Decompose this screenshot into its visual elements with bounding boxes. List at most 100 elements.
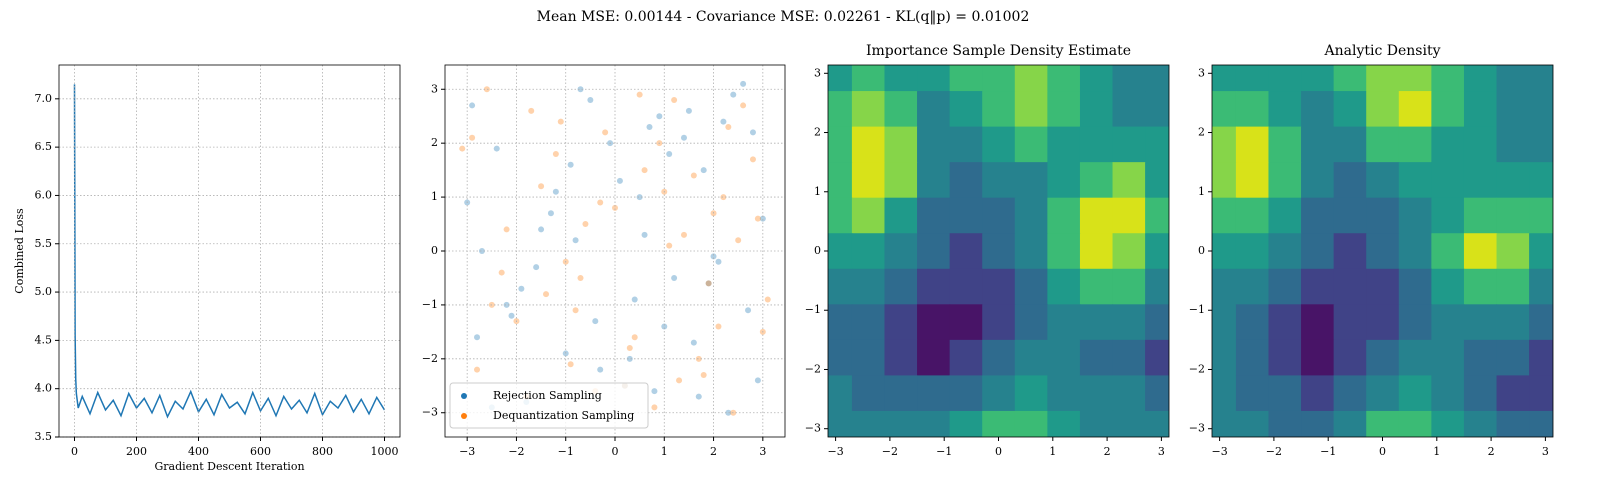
density-cell <box>1212 268 1237 305</box>
axes-title: Analytic Density <box>1324 43 1441 59</box>
density-cell <box>1366 65 1400 92</box>
sample-point <box>572 307 579 314</box>
axes-frame <box>827 64 1170 438</box>
x-tick-label: 600 <box>250 445 271 458</box>
density-cell <box>982 304 1016 341</box>
density-cell <box>1398 375 1432 412</box>
y-tick-label: −1 <box>1189 303 1205 316</box>
density-cell <box>1333 197 1367 234</box>
density-cell <box>1145 197 1169 234</box>
density-cell <box>917 268 951 305</box>
density-cell <box>884 91 918 128</box>
sample-point <box>616 177 623 184</box>
sample-point <box>552 150 559 157</box>
sample-point <box>636 91 643 98</box>
density-cell <box>1079 268 1114 305</box>
sample-point <box>577 86 584 93</box>
density-cell <box>982 339 1016 376</box>
density-cell <box>1268 91 1302 128</box>
axes-frame <box>58 64 401 438</box>
sample-point <box>661 323 668 330</box>
density-cell <box>1431 197 1465 234</box>
density-cell <box>1014 162 1048 199</box>
density-cell <box>1145 375 1169 412</box>
density-cell <box>1014 304 1048 341</box>
density-cell <box>1047 304 1081 341</box>
density-cell <box>828 339 853 376</box>
plot-area <box>828 65 1169 437</box>
density-cell <box>1366 268 1400 305</box>
y-tick-label: −2 <box>422 352 438 365</box>
x-tick-label: 0 <box>1379 445 1386 458</box>
density-cell <box>1529 91 1553 128</box>
density-cell <box>917 304 951 341</box>
density-cell <box>828 304 853 341</box>
density-cell <box>982 375 1016 412</box>
x-tick-label: 1 <box>1049 445 1056 458</box>
density-cell <box>1235 339 1270 376</box>
density-cell <box>1301 65 1335 92</box>
density-cell <box>1235 162 1270 199</box>
density-cell <box>1268 410 1302 437</box>
density-cell <box>1112 233 1146 270</box>
density-cell <box>851 410 886 437</box>
density-cell <box>1496 304 1530 341</box>
sample-point <box>597 366 604 373</box>
density-cell <box>1268 233 1302 270</box>
density-cell <box>949 65 983 92</box>
density-cell <box>1014 65 1048 92</box>
sample-point <box>469 102 476 109</box>
density-cell <box>1333 65 1367 92</box>
density-cell <box>1333 410 1367 437</box>
density-cell <box>1212 91 1237 128</box>
density-cell <box>1529 304 1553 341</box>
density-cell <box>1529 162 1553 199</box>
sample-point <box>538 183 545 190</box>
density-cell <box>851 268 886 305</box>
density-cell <box>1529 233 1553 270</box>
density-cell <box>1431 339 1465 376</box>
y-tick-label: 6.5 <box>35 140 53 153</box>
density-cell <box>1333 233 1367 270</box>
density-cell <box>1112 126 1146 163</box>
density-cell <box>1301 375 1335 412</box>
sample-point <box>469 134 476 141</box>
sample-point <box>705 280 712 287</box>
x-tick-label: −3 <box>459 445 475 458</box>
density-cell <box>1398 162 1432 199</box>
x-tick-label: −1 <box>936 445 952 458</box>
density-cell <box>1112 65 1146 92</box>
x-tick-label: 2 <box>710 445 717 458</box>
sample-point <box>543 291 550 298</box>
axes: −3 −2 −1 0 1 2 3 −3 −2 −1 0 1 2 3 Rejection Sampling De… <box>422 64 786 458</box>
sample-point <box>749 129 756 136</box>
density-cell <box>1301 197 1335 234</box>
sample-point <box>656 113 663 120</box>
density-cell <box>1112 304 1146 341</box>
sample-point <box>671 274 678 281</box>
density-cell <box>1463 268 1498 305</box>
density-cell <box>828 91 853 128</box>
density-cell <box>1212 126 1237 163</box>
sample-point <box>715 323 722 330</box>
sample-point <box>646 124 653 130</box>
sample-point <box>626 345 633 352</box>
x-tick-label: 200 <box>126 445 147 458</box>
sample-point <box>582 221 589 228</box>
density-cell <box>949 233 983 270</box>
density-cell <box>1333 268 1367 305</box>
sample-point <box>478 248 485 254</box>
y-tick-label: 0 <box>814 244 821 257</box>
sample-point <box>740 80 747 87</box>
density-cell <box>1333 304 1367 341</box>
density-cell <box>1145 65 1169 92</box>
density-cell <box>1333 339 1367 376</box>
density-cell <box>1145 233 1169 270</box>
sample-point <box>503 301 510 308</box>
density-cell <box>1431 375 1465 412</box>
density-cell <box>1268 65 1302 92</box>
y-tick-label: 1 <box>814 185 821 198</box>
axes-title: Importance Sample Density Estimate <box>866 43 1131 59</box>
y-tick-label: −3 <box>422 406 438 419</box>
y-tick-label: 0 <box>431 244 438 257</box>
